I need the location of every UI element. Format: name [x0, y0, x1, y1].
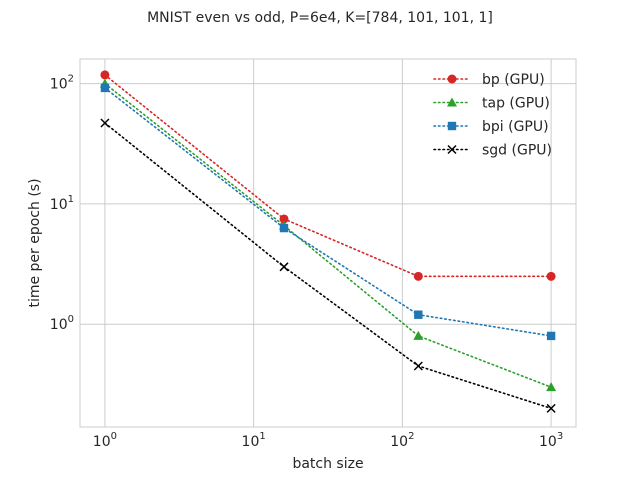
- x-axis-label: batch size: [292, 456, 363, 472]
- legend-label-1: tap (GPU): [482, 96, 550, 112]
- data-point-1-2: [413, 330, 424, 340]
- legend-label-2: bpi (GPU): [482, 119, 549, 135]
- data-point-3-1: [279, 262, 289, 272]
- data-point-2-3: [546, 331, 556, 341]
- legend-marker-2: [447, 121, 457, 131]
- x-tick-label-1: 101: [242, 431, 266, 450]
- series-line-1: [104, 82, 552, 388]
- x-ticks: 100 101 102 103: [93, 431, 563, 450]
- chart-title: MNIST even vs odd, P=6e4, K=[784, 101, 1…: [147, 10, 493, 26]
- data-point-1-3: [546, 382, 557, 392]
- data-point-0-1: [279, 214, 289, 224]
- data-point-3-2: [413, 361, 423, 371]
- legend-label-3: sgd (GPU): [482, 143, 552, 159]
- y-tick-label-1: 101: [50, 194, 74, 213]
- legend-marker-3: [447, 144, 457, 155]
- legend: bp (GPU) tap (GPU) bpi (GPU) sgd (GPU): [433, 72, 552, 159]
- y-axis-label: time per epoch (s): [27, 178, 43, 307]
- y-tick-label-2: 102: [50, 74, 74, 93]
- data-point-3-0: [100, 118, 110, 128]
- legend-item-1: tap (GPU): [433, 96, 550, 112]
- data-point-2-0: [100, 83, 110, 93]
- series-line-2: [104, 87, 552, 337]
- legend-marker-0: [447, 74, 457, 84]
- data-point-0-2: [413, 271, 423, 281]
- series-0: [100, 70, 556, 281]
- legend-marker-1: [447, 97, 457, 107]
- legend-item-0: bp (GPU): [433, 72, 545, 88]
- series-layer: [99, 70, 557, 413]
- data-point-0-3: [546, 271, 556, 281]
- y-tick-label-0: 100: [50, 314, 74, 333]
- plot-frame: [79, 58, 577, 428]
- data-point-2-2: [414, 310, 423, 319]
- y-ticks: 100 101 102: [50, 74, 74, 334]
- series-2: [100, 83, 556, 341]
- legend-item-2: bpi (GPU): [433, 119, 549, 135]
- legend-label-0: bp (GPU): [482, 72, 545, 88]
- data-point-2-1: [279, 223, 289, 233]
- series-3: [100, 118, 556, 413]
- x-tick-label-2: 102: [390, 431, 414, 450]
- x-tick-label-3: 103: [539, 431, 563, 450]
- data-point-0-0: [100, 70, 110, 80]
- legend-item-3: sgd (GPU): [433, 143, 552, 159]
- series-line-0: [104, 74, 552, 278]
- x-tick-label-0: 100: [93, 431, 117, 450]
- data-point-3-3: [546, 403, 556, 413]
